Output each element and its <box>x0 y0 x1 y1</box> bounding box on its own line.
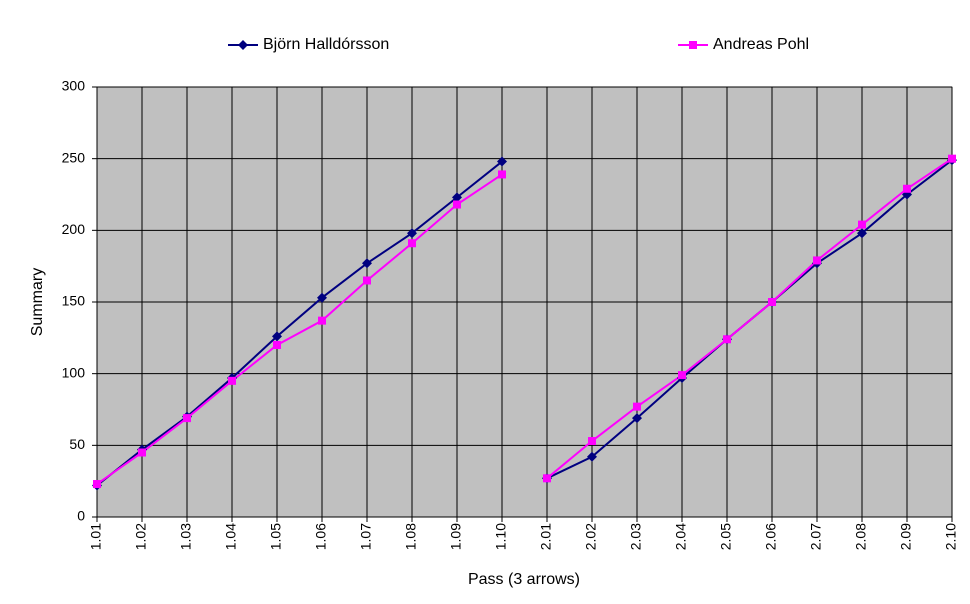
x-tick-label: 1.02 <box>133 523 149 550</box>
marker <box>543 474 551 483</box>
marker <box>407 228 417 239</box>
marker <box>768 298 776 306</box>
marker <box>452 192 462 203</box>
x-tick-label: 1.01 <box>88 523 104 550</box>
marker <box>857 228 867 239</box>
marker <box>453 200 461 209</box>
marker <box>633 402 641 411</box>
x-tick-label: 2.09 <box>898 523 914 550</box>
y-tick-label: 250 <box>62 149 86 165</box>
legend-label: Björn Halldórsson <box>263 36 389 53</box>
series-line <box>96 157 953 485</box>
marker <box>588 437 596 446</box>
x-tick-label: 1.09 <box>448 523 464 550</box>
x-tick-label: 2.03 <box>628 523 644 550</box>
x-tick-label: 2.01 <box>538 523 554 550</box>
marker <box>813 256 821 265</box>
marker <box>678 371 686 380</box>
marker <box>858 220 866 229</box>
y-tick-label: 50 <box>69 436 85 452</box>
x-tick-label: 1.04 <box>223 523 239 550</box>
x-tick-label: 2.04 <box>673 523 689 550</box>
x-tick-label: 1.06 <box>313 523 329 550</box>
x-tick-label: 2.02 <box>583 523 599 550</box>
x-tick-label: 1.08 <box>403 523 419 550</box>
y-tick-label: 150 <box>62 293 86 309</box>
marker <box>903 184 911 193</box>
y-tick-label: 100 <box>62 364 86 380</box>
x-tick-label: 2.07 <box>808 523 824 550</box>
marker <box>497 156 507 167</box>
legend-marker <box>238 40 248 50</box>
x-tick-label: 1.10 <box>493 523 509 550</box>
y-tick-label: 300 <box>62 78 86 94</box>
legend-marker <box>689 41 697 49</box>
x-tick-label: 2.06 <box>763 523 779 550</box>
marker <box>272 331 282 342</box>
x-tick-label: 2.05 <box>718 523 734 550</box>
marker <box>93 480 101 489</box>
marker <box>317 292 327 303</box>
marker <box>587 451 597 462</box>
marker <box>138 448 146 457</box>
marker <box>228 376 236 385</box>
x-tick-label: 1.03 <box>178 523 194 550</box>
marker <box>498 170 506 179</box>
marker <box>948 154 956 163</box>
marker <box>408 239 416 248</box>
marker <box>632 413 642 424</box>
x-tick-label: 1.07 <box>358 523 374 550</box>
x-tick-label: 1.05 <box>268 523 284 550</box>
x-tick-label: 2.10 <box>943 523 959 550</box>
y-axis-title: Summary <box>29 268 46 336</box>
y-tick-label: 0 <box>77 508 85 524</box>
x-tick-label: 2.08 <box>853 523 869 550</box>
marker <box>363 276 371 285</box>
x-axis-title: Pass (3 arrows) <box>468 571 580 588</box>
marker <box>183 414 191 423</box>
marker <box>362 258 372 269</box>
y-tick-label: 200 <box>62 221 86 237</box>
marker <box>318 316 326 325</box>
marker <box>273 341 281 349</box>
legend-label: Andreas Pohl <box>713 36 809 53</box>
marker <box>723 335 731 344</box>
